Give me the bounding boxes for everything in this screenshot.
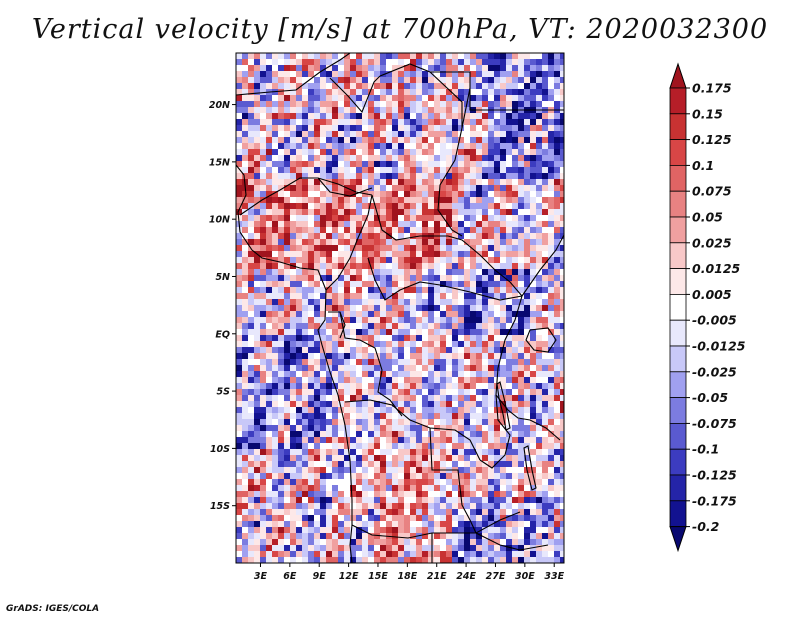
colorbar-segment xyxy=(669,164,687,192)
border-drc-angola xyxy=(344,399,481,461)
colorbar-label: 0.025 xyxy=(692,235,732,250)
border-angola-zambia xyxy=(429,427,477,534)
colorbar-segment xyxy=(669,319,687,347)
border-mali-niger xyxy=(329,75,381,114)
x-tick-label: 27E xyxy=(486,571,506,582)
x-tick-label: 12E xyxy=(339,571,359,582)
colorbar-label: 0.15 xyxy=(692,106,723,121)
lake-malawi xyxy=(523,445,537,491)
y-tick-label: 10N xyxy=(209,215,230,226)
x-tick-label: 21E xyxy=(427,571,447,582)
colorbar-segment xyxy=(669,422,687,450)
colorbar-label: 0.05 xyxy=(692,210,723,225)
border-libya-sudan xyxy=(469,88,564,111)
x-tick-label: 18E xyxy=(397,571,417,582)
x-tick-label: 24E xyxy=(456,571,476,582)
colorbar-segment xyxy=(669,216,687,244)
border-congo-drc xyxy=(339,311,403,417)
border-car-drc xyxy=(367,257,523,301)
colorbar-label: 0.125 xyxy=(692,132,732,147)
colorbar-label: -0.0125 xyxy=(692,339,746,354)
y-tick-label: 20N xyxy=(209,100,230,111)
border-zambia-drc xyxy=(479,394,511,469)
colorbar-segment xyxy=(669,345,687,373)
colorbar-segment xyxy=(669,268,687,295)
border-east-africa xyxy=(495,295,561,441)
x-tick-label: 30E xyxy=(515,571,535,582)
x-tick-label: 9E xyxy=(313,571,327,582)
lake-victoria xyxy=(525,327,557,353)
border-chad-sudan xyxy=(461,87,471,129)
colorbar-label: 0.175 xyxy=(692,81,732,96)
border-ethiopia xyxy=(521,234,564,297)
grads-credit: GrADS: IGES/COLA xyxy=(6,604,100,614)
y-axis: 20N 15N 10N 5N EQ 5S 10S 15S xyxy=(209,100,236,512)
colorbar-segment xyxy=(669,87,687,115)
x-tick-label: 3E xyxy=(254,571,268,582)
y-tick-label: 15S xyxy=(210,501,230,512)
border-gabon xyxy=(328,311,346,339)
y-tick-label: 5N xyxy=(215,272,230,283)
colorbar-label: 0.1 xyxy=(692,158,714,173)
colorbar-segment xyxy=(669,371,687,398)
colorbar-segment xyxy=(669,139,687,166)
colorbar-segment xyxy=(669,242,687,270)
colorbar-segment xyxy=(669,113,687,141)
colorbar-segment xyxy=(669,190,687,218)
lake-tanganyika xyxy=(496,381,511,431)
colorbar-segment xyxy=(669,293,687,321)
colorbar-label: -0.125 xyxy=(692,468,737,483)
colorbar-label: -0.1 xyxy=(692,442,719,457)
colorbar-segment xyxy=(669,448,687,476)
y-tick-label: 5S xyxy=(217,387,231,398)
colorbar-label: 0.005 xyxy=(692,287,732,302)
colorbar-label: -0.175 xyxy=(692,493,737,508)
colorbar: 0.175 0.15 0.125 0.1 0.075 0.05 0.025 0.0125 0.0… xyxy=(669,62,746,553)
y-tick-label: EQ xyxy=(215,329,230,340)
border-mauritania-mali xyxy=(236,53,351,96)
colorbar-label: -0.2 xyxy=(692,519,719,534)
velocity-field xyxy=(236,53,564,563)
border-egypt xyxy=(430,71,471,88)
map-frame xyxy=(235,52,565,564)
border-niger-chad xyxy=(437,127,463,237)
border-botswana-zimbabwe xyxy=(475,532,549,551)
x-tick-label: 15E xyxy=(368,571,388,582)
colorbar-segment xyxy=(669,500,687,527)
colorbar-top-arrow xyxy=(669,62,687,89)
border-cameroon-car xyxy=(371,194,523,297)
border-namibia-botswana xyxy=(351,511,521,539)
y-tick-label: 15N xyxy=(209,157,230,168)
colorbar-label: -0.005 xyxy=(692,313,737,328)
border-nigeria-niger xyxy=(317,177,373,197)
colorbar-label: -0.075 xyxy=(692,416,737,431)
x-tick-label: 33E xyxy=(544,571,564,582)
chart-title: Vertical velocity [m/s] at 700hPa, VT: 2… xyxy=(31,14,769,45)
country-borders xyxy=(236,53,564,563)
y-tick-label: 10S xyxy=(210,444,230,455)
colorbar-label: 0.0125 xyxy=(692,261,741,276)
border-nigeria-cameroon xyxy=(325,194,373,291)
colorbar-label: 0.075 xyxy=(692,184,732,199)
colorbar-label: -0.025 xyxy=(692,364,737,379)
x-tick-label: 6E xyxy=(283,571,297,582)
coastline-west xyxy=(236,164,353,563)
colorbar-bottom-arrow xyxy=(669,526,687,553)
colorbar-segment xyxy=(669,474,687,502)
x-axis: 3E 6E 9E 12E 15E 18E 21E 24E 27E 30E 33E xyxy=(254,563,565,582)
border-burkina-niger xyxy=(239,177,373,216)
colorbar-label: -0.05 xyxy=(692,390,728,405)
colorbar-segment xyxy=(669,397,687,424)
